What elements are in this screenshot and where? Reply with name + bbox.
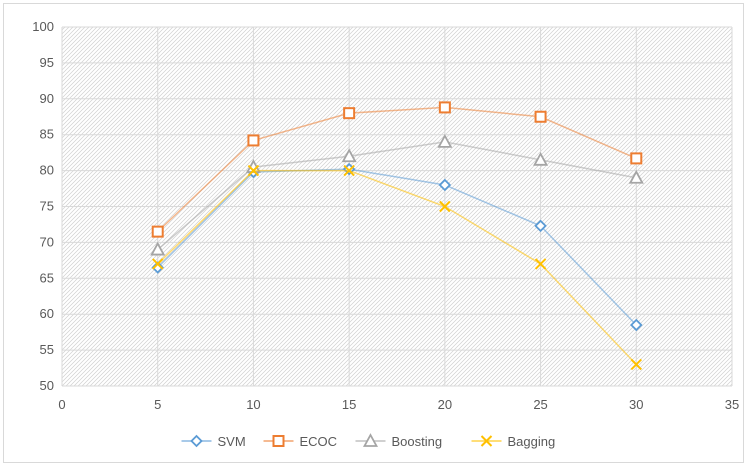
bagging-point bbox=[247, 164, 260, 177]
y-tick-label: 75 bbox=[40, 199, 54, 214]
y-tick-label: 50 bbox=[40, 378, 54, 393]
ecoc-point bbox=[534, 110, 547, 123]
x-tick-label: 25 bbox=[533, 397, 547, 412]
legend-item-bagging: Bagging bbox=[471, 434, 556, 449]
legend-item-ecoc: ECOC bbox=[263, 434, 338, 449]
legend: SVM ECOC Boosting Bagging bbox=[181, 433, 556, 449]
x-tick-label: 20 bbox=[438, 397, 452, 412]
ecoc-point bbox=[151, 225, 164, 238]
x-tick-label: 30 bbox=[629, 397, 643, 412]
boosting-point bbox=[533, 151, 549, 166]
y-tick-label: 70 bbox=[40, 234, 54, 249]
y-tick-label: 100 bbox=[32, 19, 54, 34]
y-tick-label: 80 bbox=[40, 163, 54, 178]
legend-boosting-point bbox=[362, 433, 379, 447]
y-tick-label: 55 bbox=[40, 342, 54, 357]
bagging-point bbox=[534, 258, 547, 270]
bagging-series bbox=[152, 164, 642, 371]
svm-line bbox=[157, 168, 637, 326]
y-tick-label: 85 bbox=[40, 127, 54, 142]
bagging-point bbox=[439, 200, 451, 213]
bagging-line bbox=[157, 169, 637, 365]
gridlines bbox=[61, 26, 733, 387]
x-tick-label: 15 bbox=[342, 397, 356, 412]
legend-ecoc-point bbox=[272, 435, 285, 447]
ecoc-point bbox=[438, 101, 451, 114]
ecoc-point bbox=[247, 134, 260, 147]
svm-series bbox=[151, 162, 643, 332]
boosting-point bbox=[628, 169, 644, 184]
legend-label-boosting: Boosting bbox=[392, 434, 443, 449]
y-tick-label: 95 bbox=[40, 55, 54, 70]
bagging-point bbox=[343, 164, 355, 177]
x-tick-label: 10 bbox=[246, 397, 260, 412]
ecoc-line bbox=[157, 106, 637, 233]
series-layer bbox=[150, 101, 644, 371]
bagging-point bbox=[152, 258, 164, 270]
axes: 50 55 60 65 70 75 80 85 90 95 100 0 5 10 15 20 25 30 35 bbox=[32, 19, 739, 412]
y-tick-label: 65 bbox=[40, 270, 54, 285]
legend-item-svm: SVM bbox=[181, 434, 246, 449]
boosting-point bbox=[341, 148, 357, 163]
bagging-point bbox=[630, 358, 642, 371]
boosting-point bbox=[437, 134, 453, 148]
chart-frame: 50 55 60 65 70 75 80 85 90 95 100 0 5 10 15 20 25 30 35 SV… bbox=[3, 3, 744, 463]
svm-point bbox=[534, 219, 547, 233]
legend-label-bagging: Bagging bbox=[508, 434, 556, 449]
ecoc-series bbox=[151, 101, 643, 238]
boosting-line bbox=[157, 141, 637, 251]
legend-svm-point bbox=[190, 434, 203, 448]
y-tick-label: 60 bbox=[40, 306, 54, 321]
x-tick-label: 35 bbox=[725, 397, 739, 412]
ecoc-point bbox=[630, 152, 643, 165]
legend-item-boosting: Boosting bbox=[355, 433, 443, 449]
legend-label-ecoc: ECOC bbox=[300, 434, 338, 449]
legend-bagging-point bbox=[480, 435, 493, 447]
legend-label-svm: SVM bbox=[218, 434, 246, 449]
x-tick-label: 5 bbox=[154, 397, 161, 412]
ecoc-point bbox=[343, 107, 356, 120]
y-tick-label: 90 bbox=[40, 91, 54, 106]
line-chart: 50 55 60 65 70 75 80 85 90 95 100 0 5 10 15 20 25 30 35 SV… bbox=[32, 19, 739, 449]
svm-point bbox=[630, 318, 643, 332]
boosting-point bbox=[150, 241, 166, 256]
x-tick-label: 0 bbox=[58, 397, 65, 412]
svm-point bbox=[438, 178, 452, 192]
